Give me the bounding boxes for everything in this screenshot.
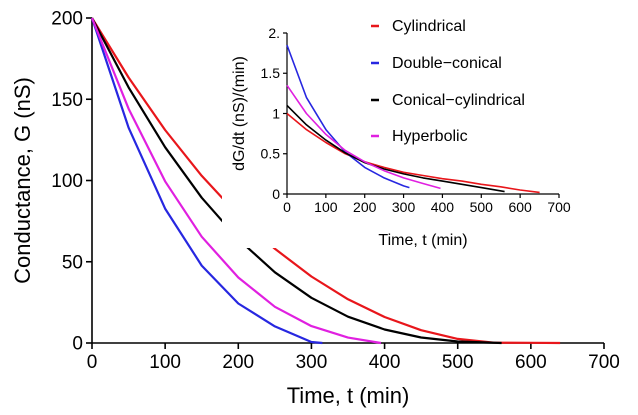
inset-x-axis-title: Time, t (min)	[378, 232, 467, 249]
inset-x-tick-label: 700	[547, 199, 571, 215]
inset-y-tick-label: 0	[272, 186, 280, 202]
y-tick-label: 100	[51, 171, 83, 192]
inset-x-tick-label: 400	[431, 199, 455, 215]
x-tick-label: 500	[442, 352, 474, 373]
inset-x-tick-label: 0	[283, 199, 291, 215]
legend-label-1: Double−conical	[392, 55, 502, 72]
inset-x-tick-label: 300	[392, 199, 416, 215]
x-axis-title: Time, t (min)	[287, 383, 410, 408]
x-tick-label: 600	[515, 352, 547, 373]
x-tick-label: 700	[588, 352, 620, 373]
x-tick-label: 300	[296, 352, 328, 373]
inset-series-line-3	[286, 84, 441, 190]
legend-label-3: Hyperbolic	[392, 128, 468, 145]
inset-y-tick-label: 0.5	[261, 146, 281, 162]
inset-chart: 0 100 200 300 400 500 600 700 0 0.5 1 1.5 2. Time, t …	[222, 18, 582, 249]
legend-label-0: Cylindrical	[392, 18, 466, 35]
legend: Cylindrical Double−conical Conical−cylindr…	[371, 18, 525, 145]
inset-y-tick-label: 1.5	[261, 65, 281, 81]
x-tick-label: 400	[369, 352, 401, 373]
inset-y-tick-label: 2.	[268, 25, 280, 41]
inset-series-line-0	[286, 112, 540, 194]
inset-series-line-1	[286, 44, 410, 189]
inset-x-tick-label: 100	[314, 199, 338, 215]
legend-label-2: Conical−cylindrical	[392, 92, 525, 109]
inset-series-line-2	[286, 104, 505, 193]
x-tick-label: 200	[222, 352, 254, 373]
y-tick-label: 0	[72, 334, 83, 355]
series-line-3	[90, 17, 382, 345]
inset-x-tick-label: 600	[508, 199, 532, 215]
y-tick-label: 50	[62, 252, 83, 273]
x-tick-label: 100	[149, 352, 181, 373]
x-tick-label: 0	[87, 352, 98, 373]
y-tick-label: 200	[51, 9, 83, 30]
series-line-1	[90, 17, 323, 345]
main-chart: 0 100 200 300 400 500 600 700050100150200Time, …	[10, 9, 620, 408]
inset-x-tick-label: 200	[353, 199, 377, 215]
series-line-2	[91, 17, 502, 345]
y-axis-title: Conductance, G (nS)	[10, 77, 35, 284]
inset-x-tick-label: 500	[470, 199, 494, 215]
inset-background	[222, 18, 582, 248]
inset-y-axis-title: dG/dt (nS)/(min)	[231, 56, 248, 171]
inset-y-tick-label: 1	[272, 105, 280, 121]
y-tick-label: 150	[51, 90, 83, 111]
